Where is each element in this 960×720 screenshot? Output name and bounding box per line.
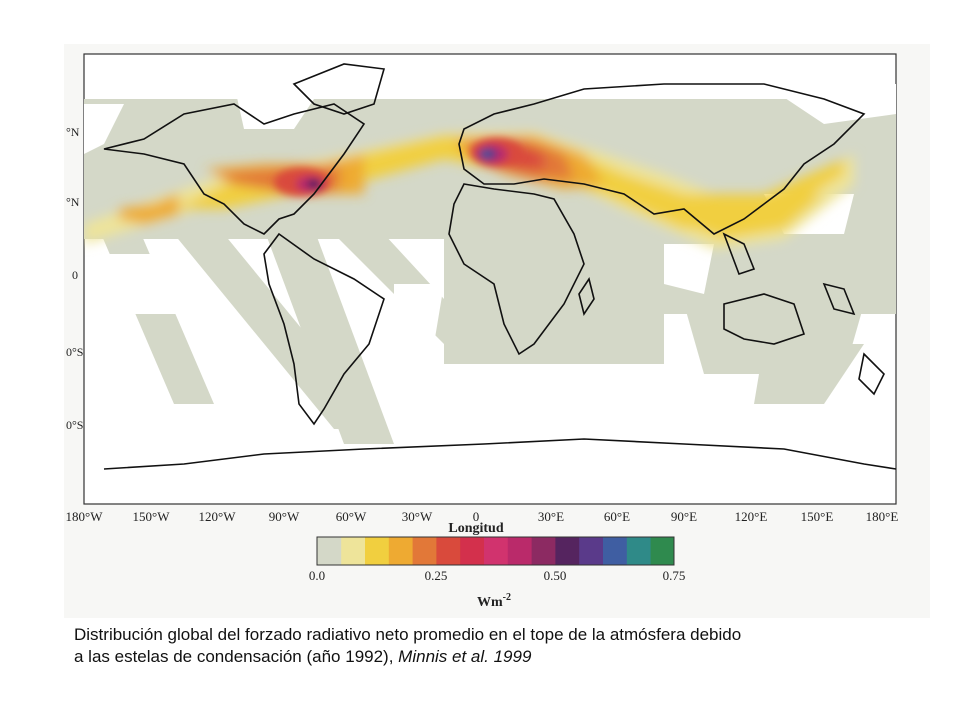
colorbar-swatch [483,537,508,565]
lon-label: 120°E [735,509,768,524]
figure-caption: Distribución global del forzado radiativ… [74,624,934,668]
lon-label: 30°E [538,509,564,524]
longitude-labels: 180°W 150°W 120°W 90°W 60°W 30°W 0 30°E … [66,509,899,524]
lat-label: °N [66,125,80,139]
lat-label: °N [66,195,80,209]
colorbar-swatch [531,537,556,565]
colorbar-swatch [412,537,437,565]
colorbar-swatch [626,537,651,565]
contrail-forcing-map: °N °N 0 0°S 0°S 180°W 150°W 120°W 90°W 6… [66,53,899,610]
latitude-labels: °N °N 0 0°S 0°S [66,125,83,432]
lon-label: 150°E [801,509,834,524]
lon-label: 150°W [133,509,171,524]
lon-label: 90°E [671,509,697,524]
lon-label: 180°E [866,509,899,524]
caption-citation: Minnis et al. 1999 [398,647,532,666]
lon-label: 120°W [199,509,237,524]
colorbar-swatch [507,537,532,565]
longitude-axis-title: Longitud [448,521,503,536]
lat-label: 0°S [66,418,83,432]
colorbar-swatch [388,537,413,565]
colorbar-swatch [578,537,603,565]
lon-label: 60°W [336,509,367,524]
colorbar-tick-labels: 0.0 0.25 0.50 0.75 [309,568,686,583]
colorbar-tick-label: 0.50 [544,568,567,583]
colorbar-unit: Wm-2 [477,592,511,610]
colorbar-swatch [459,537,484,565]
colorbar [316,536,675,566]
colorbar-tick-label: 0.0 [309,568,325,583]
unit-exponent: -2 [503,592,511,603]
colorbar-swatch [340,537,365,565]
forcing-field [84,63,896,470]
coastlines [103,63,896,470]
colorbar-swatch [317,537,342,565]
colorbar-tick-label: 0.75 [663,568,686,583]
colorbar-swatch [364,537,389,565]
colorbar-swatch [602,537,627,565]
scanned-figure: °N °N 0 0°S 0°S 180°W 150°W 120°W 90°W 6… [64,44,930,618]
colorbar-swatch [650,537,675,565]
unit-base: Wm [477,595,503,610]
lon-label: 0 [473,509,480,524]
caption-line-1: Distribución global del forzado radiativ… [74,625,742,644]
lon-label: 180°W [66,509,104,524]
forcing-hotspots [274,138,522,196]
lon-label: 30°W [402,509,433,524]
colorbar-frame [316,536,675,566]
lon-label: 60°E [604,509,630,524]
lat-label: 0 [72,268,78,282]
colorbar-swatch [555,537,580,565]
colorbar-swatch [436,537,461,565]
low-forcing-coverage [84,99,896,444]
caption-line-2-prefix: a las estelas de condensación (año 1992)… [74,647,399,666]
colorbar-tick-label: 0.25 [425,568,448,583]
lat-label: 0°S [66,345,83,359]
lon-label: 90°W [269,509,300,524]
